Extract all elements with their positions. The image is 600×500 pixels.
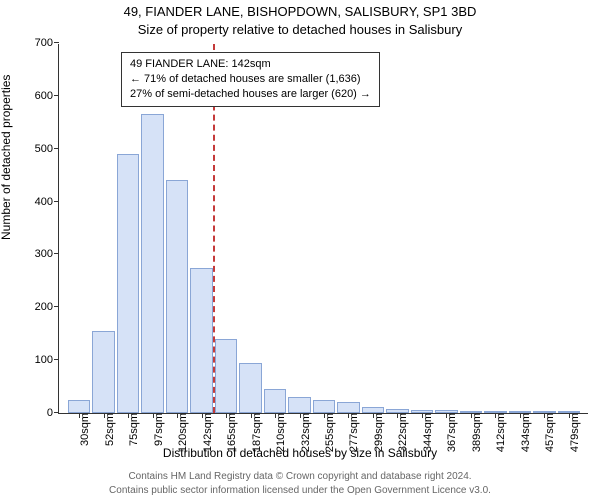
plot-area: 49 FIANDER LANE: 142sqm ← 71% of detache… [58, 44, 588, 414]
footer-line1: Contains HM Land Registry data © Crown c… [0, 471, 600, 482]
x-tick-mark [153, 413, 154, 418]
x-tick-mark [544, 413, 545, 418]
bar [264, 389, 287, 413]
y-tick-mark [54, 95, 59, 96]
y-tick-mark [54, 42, 59, 43]
y-axis-label: Number of detached properties [0, 75, 13, 240]
y-tick-label: 300 [35, 248, 59, 260]
x-tick-mark [348, 413, 349, 418]
y-tick-label: 500 [35, 143, 59, 155]
y-tick-label: 700 [35, 37, 59, 49]
bar [190, 268, 213, 413]
y-tick-label: 400 [35, 196, 59, 208]
x-tick-mark [79, 413, 80, 418]
info-box-line1: 49 FIANDER LANE: 142sqm [130, 57, 371, 72]
info-box: 49 FIANDER LANE: 142sqm ← 71% of detache… [121, 52, 380, 107]
bar [313, 400, 336, 413]
y-tick-mark [54, 412, 59, 413]
x-axis-label: Distribution of detached houses by size … [0, 446, 600, 460]
bar [288, 397, 311, 413]
y-tick-mark [54, 253, 59, 254]
y-tick-mark [54, 201, 59, 202]
x-tick-mark [202, 413, 203, 418]
bar [337, 402, 360, 413]
y-tick-label: 600 [35, 90, 59, 102]
y-tick-label: 100 [35, 354, 59, 366]
footer-line2: Contains public sector information licen… [0, 485, 600, 496]
x-tick-label: 30sqm [75, 413, 91, 446]
page-title-line1: 49, FIANDER LANE, BISHOPDOWN, SALISBURY,… [0, 4, 600, 19]
bar [215, 339, 238, 413]
chart-container: 49, FIANDER LANE, BISHOPDOWN, SALISBURY,… [0, 0, 600, 500]
x-tick-mark [373, 413, 374, 418]
bar [141, 114, 164, 413]
x-tick-mark [177, 413, 178, 418]
y-tick-label: 200 [35, 301, 59, 313]
bar [117, 154, 140, 413]
info-box-line2: ← 71% of detached houses are smaller (1,… [130, 72, 371, 87]
x-tick-label: 75sqm [124, 413, 140, 446]
bar [68, 400, 91, 413]
x-tick-mark [520, 413, 521, 418]
x-tick-mark [569, 413, 570, 418]
x-tick-mark [397, 413, 398, 418]
x-tick-mark [104, 413, 105, 418]
y-tick-mark [54, 359, 59, 360]
y-tick-mark [54, 148, 59, 149]
x-tick-mark [300, 413, 301, 418]
bar [166, 180, 189, 413]
x-tick-mark [324, 413, 325, 418]
page-title-line2: Size of property relative to detached ho… [0, 22, 600, 37]
x-tick-mark [446, 413, 447, 418]
y-tick-mark [54, 306, 59, 307]
x-tick-label: 97sqm [149, 413, 165, 446]
info-box-line3: 27% of semi-detached houses are larger (… [130, 87, 371, 102]
x-tick-mark [226, 413, 227, 418]
x-tick-label: 52sqm [100, 413, 116, 446]
bar [92, 331, 115, 413]
x-tick-mark [128, 413, 129, 418]
x-tick-mark [471, 413, 472, 418]
bar [239, 363, 262, 413]
x-tick-mark [422, 413, 423, 418]
x-tick-mark [251, 413, 252, 418]
x-tick-mark [495, 413, 496, 418]
y-tick-label: 0 [47, 407, 59, 419]
x-tick-mark [275, 413, 276, 418]
